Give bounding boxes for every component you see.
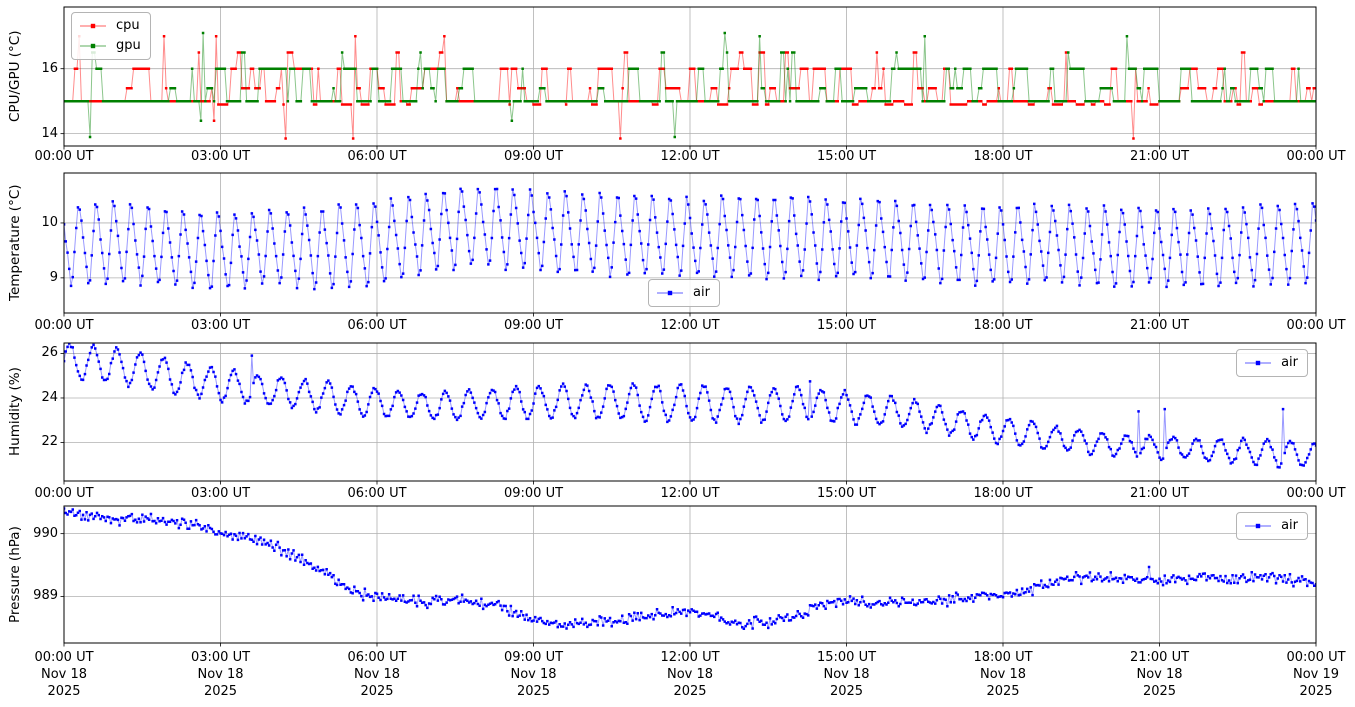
temperature-axis-label: Temperature (°C) [7,184,23,302]
humidity-axis-label: Humidity (%) [7,367,23,457]
pressure-axis-label: Pressure (hPa) [7,526,23,623]
air-panel [60,342,1317,485]
cpu-gpu-panel [60,6,1317,150]
air-panel [60,505,1317,647]
air-panel [60,172,1317,317]
cpu-gpu-axis-label: CPU/GPU (°C) [7,30,23,123]
air-markers [64,507,1316,630]
